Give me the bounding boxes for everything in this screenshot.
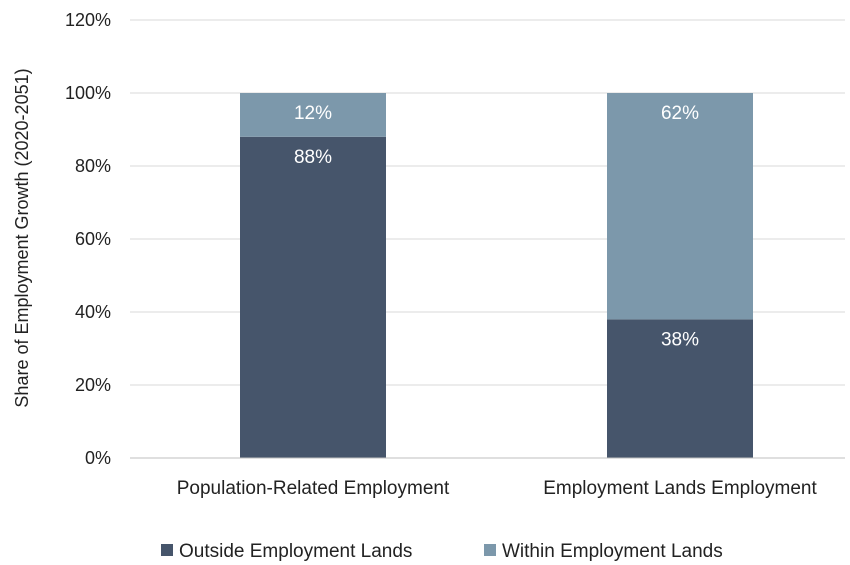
legend-swatch <box>161 544 173 556</box>
legend-label: Outside Employment Lands <box>179 541 412 562</box>
data-label: 38% <box>661 329 699 350</box>
y-axis-title: Share of Employment Growth (2020-2051) <box>12 68 32 407</box>
bars <box>240 93 753 459</box>
bar-segment <box>240 93 386 137</box>
y-tick-label: 60% <box>75 229 111 249</box>
data-label: 12% <box>294 103 332 124</box>
data-labels: 88% 12% 38% 62% <box>294 103 699 350</box>
x-tick-label: Employment Lands Employment <box>543 478 817 499</box>
y-tick-label: 0% <box>85 448 111 468</box>
data-label: 62% <box>661 103 699 124</box>
y-tick-label: 80% <box>75 156 111 176</box>
y-tick-label: 120% <box>65 10 111 30</box>
y-tick-label: 40% <box>75 302 111 322</box>
x-tick-label: Population-Related Employment <box>177 478 450 499</box>
bar-segment <box>607 93 753 320</box>
legend-swatch <box>484 544 496 556</box>
axes: Share of Employment Growth (2020-2051) 0… <box>12 10 845 499</box>
y-tick-label: 100% <box>65 83 111 103</box>
legend-label: Within Employment Lands <box>502 541 723 562</box>
y-tick-label: 20% <box>75 375 111 395</box>
bar-segment <box>240 136 386 459</box>
legend: Outside Employment Lands Within Employmen… <box>161 541 723 562</box>
data-label: 88% <box>294 147 332 168</box>
bar-segment <box>607 319 753 458</box>
